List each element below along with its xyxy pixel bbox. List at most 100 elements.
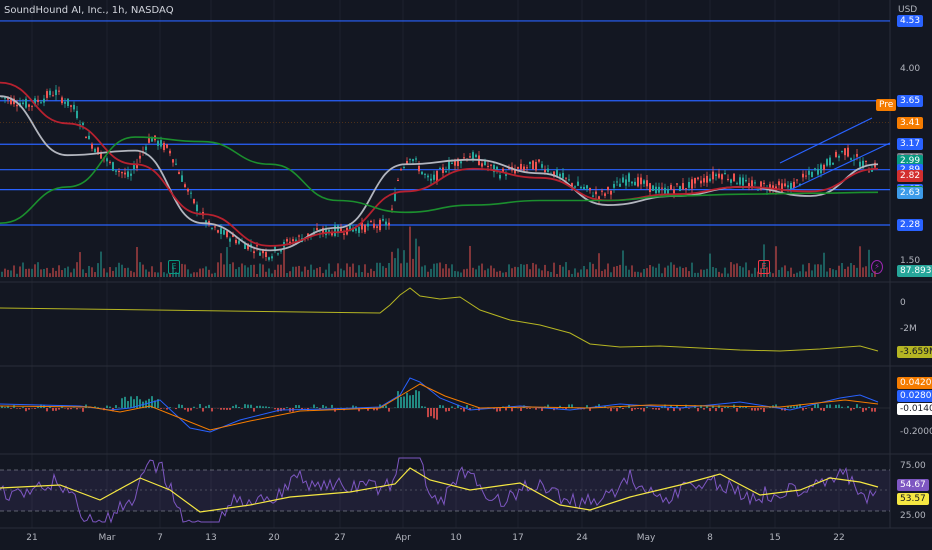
macd-histogram-bar — [76, 408, 78, 410]
earnings-event-icon[interactable]: E — [168, 260, 180, 274]
symbol-title[interactable]: SoundHound AI, Inc., 1h, NASDAQ — [4, 5, 174, 16]
volume-bar — [586, 269, 588, 277]
candle-body — [427, 175, 429, 178]
macd-histogram-bar — [646, 406, 648, 408]
macd-histogram-bar — [355, 406, 357, 408]
candle-body — [856, 154, 858, 157]
macd-histogram-bar — [295, 405, 297, 408]
candle-body — [649, 183, 651, 193]
volume-bar — [94, 272, 96, 277]
macd-histogram-bar — [388, 408, 390, 412]
candle-body — [112, 162, 114, 171]
candle-body — [4, 97, 6, 99]
volume-bar — [643, 269, 645, 277]
candle-body — [562, 172, 564, 179]
candle-body — [280, 249, 282, 252]
volume-bar — [607, 263, 609, 277]
volume-bar — [187, 269, 189, 277]
macd-histogram-bar — [865, 408, 867, 411]
volume-bar — [562, 266, 564, 277]
rsi-tick-75: 75.00 — [900, 461, 926, 471]
candle-body — [100, 152, 102, 159]
candle-body — [229, 238, 231, 242]
volume-bar — [580, 269, 582, 277]
volume-bar — [346, 263, 348, 277]
candle-body — [532, 160, 534, 170]
candle-body — [139, 155, 141, 159]
volume-bar — [589, 262, 591, 277]
macd-histogram-bar — [526, 408, 528, 409]
earnings-event-icon[interactable]: E — [758, 260, 770, 274]
candle-body — [256, 245, 258, 247]
macd-histogram-bar — [82, 408, 84, 412]
candle-body — [49, 90, 51, 96]
macd-histogram-bar — [256, 405, 258, 408]
volume-bar — [424, 265, 426, 277]
volume-bar — [292, 266, 294, 277]
macd-histogram-bar — [379, 404, 381, 408]
candle-body — [46, 91, 48, 98]
candle-body — [580, 186, 582, 189]
volume-bar — [331, 273, 333, 277]
candle-body — [841, 151, 843, 153]
candle-body — [871, 169, 873, 172]
candle-body — [457, 158, 459, 167]
price-tick-4: 4.00 — [900, 64, 921, 74]
volume-bar — [550, 272, 552, 277]
volume-bar — [271, 273, 273, 277]
macd-histogram-bar — [193, 406, 195, 408]
candle-body — [448, 161, 450, 170]
candle-body — [91, 143, 93, 149]
candle-body — [757, 189, 759, 191]
macd-histogram-bar — [667, 408, 669, 411]
volume-bar — [577, 272, 579, 277]
volume-bar — [304, 266, 306, 277]
candle-body — [805, 175, 807, 177]
macd-histogram-bar — [331, 404, 333, 408]
volume-bar — [421, 266, 423, 277]
volume-bar — [301, 271, 303, 277]
candle-body — [538, 159, 540, 162]
macd-histogram-bar — [145, 400, 147, 408]
candle-body — [742, 177, 744, 186]
macd-histogram-bar — [715, 408, 717, 412]
split-event-icon[interactable]: ⚡ — [871, 260, 883, 274]
candle-body — [595, 191, 597, 195]
macd-histogram-bar — [316, 407, 318, 408]
volume-bar — [91, 267, 93, 277]
volume-bar — [811, 270, 813, 277]
macd-histogram-bar — [841, 406, 843, 408]
volume-bar — [373, 271, 375, 277]
candle-body — [745, 179, 747, 182]
macd-histogram-bar — [190, 408, 192, 411]
candle-body — [514, 169, 516, 174]
volume-bar — [10, 270, 12, 277]
volume-bar — [214, 272, 216, 277]
volume-bar — [352, 263, 354, 277]
volume-bar — [781, 267, 783, 277]
macd-histogram-bar — [655, 408, 657, 410]
volume-bar — [748, 270, 750, 277]
candle-body — [838, 155, 840, 158]
macd-histogram-bar — [796, 405, 798, 408]
candle-body — [706, 175, 708, 183]
macd-histogram-bar — [223, 408, 225, 410]
candle-body — [247, 243, 249, 250]
volume-bar — [799, 271, 801, 277]
candle-body — [64, 101, 66, 104]
macd-histogram-bar — [847, 406, 849, 408]
macd-histogram-bar — [703, 408, 705, 410]
macd-histogram-bar — [763, 408, 765, 412]
volume-bar — [151, 266, 153, 277]
candle-body — [373, 223, 375, 228]
candle-body — [379, 219, 381, 231]
volume-bar — [217, 262, 219, 277]
volume-bar — [667, 265, 669, 277]
macd-histogram-bar — [220, 408, 222, 410]
volume-bar — [676, 267, 678, 277]
volume-bar — [439, 262, 441, 277]
macd-histogram-bar — [22, 407, 24, 408]
macd-histogram-bar — [565, 408, 567, 410]
